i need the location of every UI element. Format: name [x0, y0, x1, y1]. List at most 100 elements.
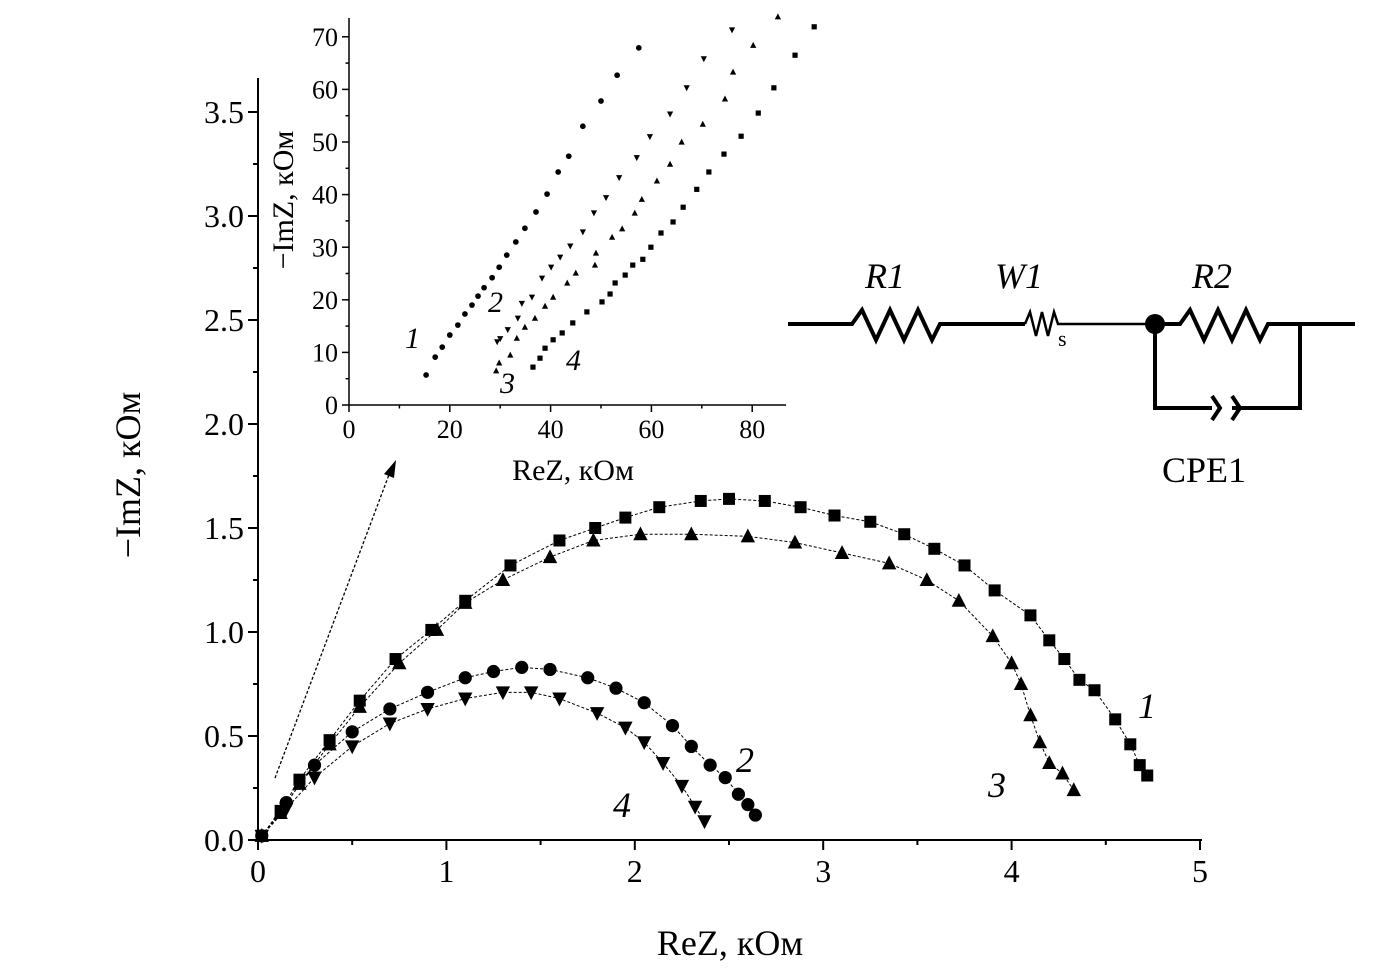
data-point [864, 515, 877, 528]
data-point [523, 686, 539, 701]
data-point [455, 322, 461, 328]
data-point [670, 219, 676, 225]
zoom-arrow-line [274, 471, 391, 779]
data-point [616, 175, 623, 182]
data-point [1058, 653, 1071, 666]
data-point [1109, 713, 1122, 726]
data-point [458, 595, 473, 609]
data-point [898, 528, 911, 541]
series-2: 2 [423, 44, 642, 378]
data-point [552, 692, 567, 707]
y-tick-label: 60 [312, 76, 338, 105]
data-point [547, 264, 555, 271]
data-point [572, 269, 579, 276]
data-point [586, 532, 601, 547]
y-tick-label: 2.5 [204, 302, 244, 338]
data-point [439, 344, 446, 351]
x-tick-label: 2 [627, 853, 643, 889]
data-point [1042, 755, 1057, 770]
data-point [674, 779, 690, 794]
data-point [646, 134, 654, 141]
data-point [1073, 673, 1086, 686]
data-point [570, 320, 576, 326]
series-label: 4 [613, 785, 631, 825]
data-point [458, 692, 473, 707]
data-point [557, 254, 564, 261]
data-point [958, 559, 971, 572]
y-tick-label: 1.0 [204, 614, 244, 650]
data-point [919, 572, 935, 586]
data-point [637, 696, 651, 710]
y-tick-label: 30 [312, 233, 338, 262]
x-axis-label: ReZ, кОм [512, 454, 634, 487]
data-point [507, 351, 514, 358]
data-point [631, 209, 638, 216]
data-point [653, 501, 666, 514]
data-point [345, 740, 360, 755]
data-point [988, 584, 1001, 597]
fit-curve [261, 533, 1075, 837]
data-point [678, 138, 685, 145]
data-point [279, 802, 294, 817]
data-point [496, 359, 503, 366]
data-point [721, 95, 729, 102]
data-point [432, 354, 439, 360]
data-point [1124, 738, 1137, 751]
data-point [618, 721, 633, 736]
data-point [589, 707, 605, 721]
data-point [515, 660, 529, 674]
data-point [429, 622, 445, 636]
data-point [1133, 759, 1146, 772]
data-point [469, 302, 475, 308]
data-point [703, 758, 717, 772]
data-point [518, 300, 525, 307]
data-point [1032, 734, 1048, 749]
cpe-element-right [1230, 394, 1243, 422]
series-1: 1 [405, 24, 817, 370]
y-tick-label: 3.5 [204, 94, 244, 130]
x-axis-label: ReZ, кОм [657, 923, 803, 963]
data-point [1088, 684, 1101, 697]
y-tick-label: 0.5 [204, 718, 244, 754]
data-point [504, 559, 517, 572]
data-point [612, 280, 618, 286]
x-tick-label: 1 [438, 853, 454, 889]
data-point [590, 210, 598, 217]
data-point [607, 291, 613, 297]
data-point [985, 628, 1000, 643]
x-tick-label: 0 [343, 415, 356, 444]
data-point [446, 332, 453, 338]
data-point [1055, 765, 1070, 780]
data-point [521, 323, 529, 330]
data-point [514, 315, 521, 322]
data-point [723, 492, 735, 505]
data-point [738, 133, 744, 139]
equivalent-circuit: s R1 W1 R2 CPE1 [788, 256, 1355, 490]
data-point [771, 85, 777, 91]
w1-label: W1 [995, 256, 1043, 296]
data-point [420, 702, 435, 717]
data-point [700, 56, 707, 63]
data-point [530, 364, 536, 370]
data-point [748, 808, 762, 822]
series-4: 4 [494, 27, 736, 377]
x-tick-label: 60 [638, 415, 664, 444]
data-point [531, 314, 539, 321]
data-point [544, 191, 550, 197]
data-point [579, 229, 586, 236]
cpe-element-left [1210, 394, 1223, 422]
circuit-wire [788, 305, 1025, 345]
data-point [592, 249, 600, 256]
data-point [564, 279, 571, 286]
r1-label: R1 [864, 256, 905, 296]
y-tick-label: 50 [312, 128, 338, 157]
y-tick-label: 70 [312, 23, 338, 52]
series-3: 3 [254, 526, 1081, 842]
data-point [565, 153, 572, 160]
data-point [684, 526, 699, 541]
data-point [512, 239, 519, 245]
warburg-subscript: s [1058, 326, 1067, 351]
data-point [495, 686, 511, 701]
x-tick-label: 80 [739, 415, 765, 444]
